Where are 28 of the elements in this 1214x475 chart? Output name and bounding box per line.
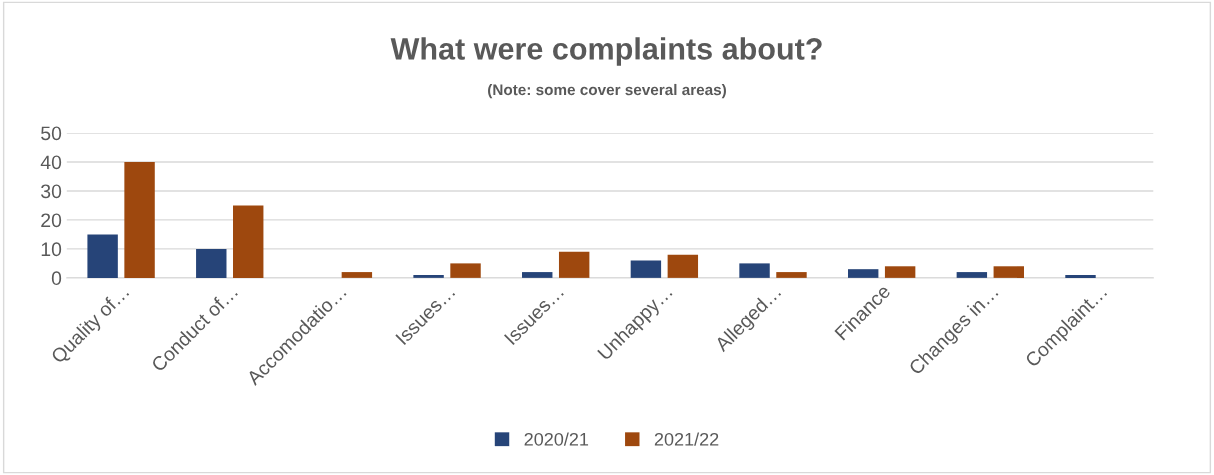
y-tick-label: 50 (41, 126, 62, 141)
bar (450, 263, 481, 278)
bar (630, 260, 662, 278)
bar (233, 205, 264, 278)
y-tick-label: 0 (51, 271, 62, 286)
bar (124, 161, 155, 278)
bar (847, 269, 879, 278)
bar (776, 272, 807, 278)
bar (341, 272, 373, 278)
y-tick-label: 40 (40, 155, 62, 170)
bar (739, 263, 770, 278)
bar (413, 274, 444, 278)
bar (87, 234, 118, 278)
bar (667, 254, 699, 278)
y-tick-label: 20 (41, 213, 62, 228)
chart-subtitle: (Note: some cover several areas) (488, 83, 726, 99)
bar (993, 266, 1024, 278)
bar (196, 248, 227, 278)
bar (1065, 274, 1096, 278)
y-tick-label: 10 (41, 242, 62, 257)
bar (522, 272, 553, 278)
legend-label: 2020/21 (524, 432, 589, 446)
legend-label: 2021/22 (654, 432, 719, 446)
bar (956, 272, 988, 278)
chart-title: What were complaints about? (390, 37, 822, 66)
bar (884, 266, 916, 278)
bar (558, 251, 590, 278)
y-tick-label: 30 (41, 184, 62, 199)
